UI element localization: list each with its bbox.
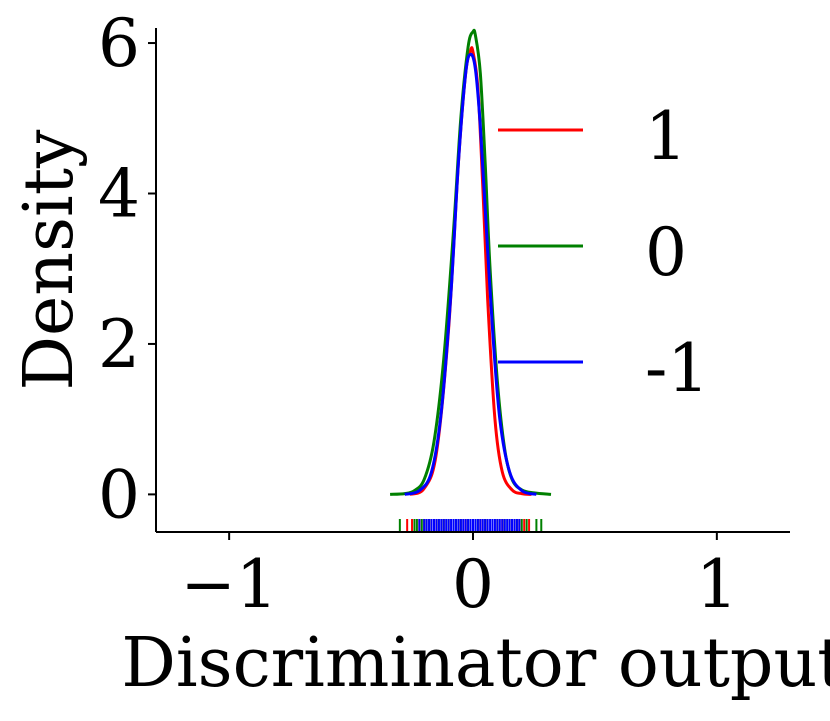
x-tick-label: 1 xyxy=(696,546,738,623)
x-axis-title: Discriminator output xyxy=(121,624,830,703)
y-tick-label: 0 xyxy=(98,456,140,533)
x-tick-label: −1 xyxy=(181,546,278,623)
y-tick-label: 2 xyxy=(98,306,140,383)
legend-label--1: -1 xyxy=(645,330,709,407)
density-line-0 xyxy=(390,28,552,496)
legend-label-1: 1 xyxy=(645,98,687,175)
density-line-1 xyxy=(409,46,532,496)
y-ticks: 0 2 4 6 xyxy=(98,5,156,533)
legend-label-0: 0 xyxy=(645,214,687,291)
y-tick-label: 6 xyxy=(98,5,140,82)
density-curves xyxy=(390,28,552,496)
legend: 1 0 -1 xyxy=(498,98,709,407)
x-tick-label: 0 xyxy=(452,546,494,623)
density-line--1 xyxy=(404,52,537,496)
y-tick-label: 4 xyxy=(98,155,140,232)
rug-marks xyxy=(398,519,543,531)
y-axis-title: Density xyxy=(10,129,89,391)
x-ticks: −1 0 1 xyxy=(181,532,738,623)
